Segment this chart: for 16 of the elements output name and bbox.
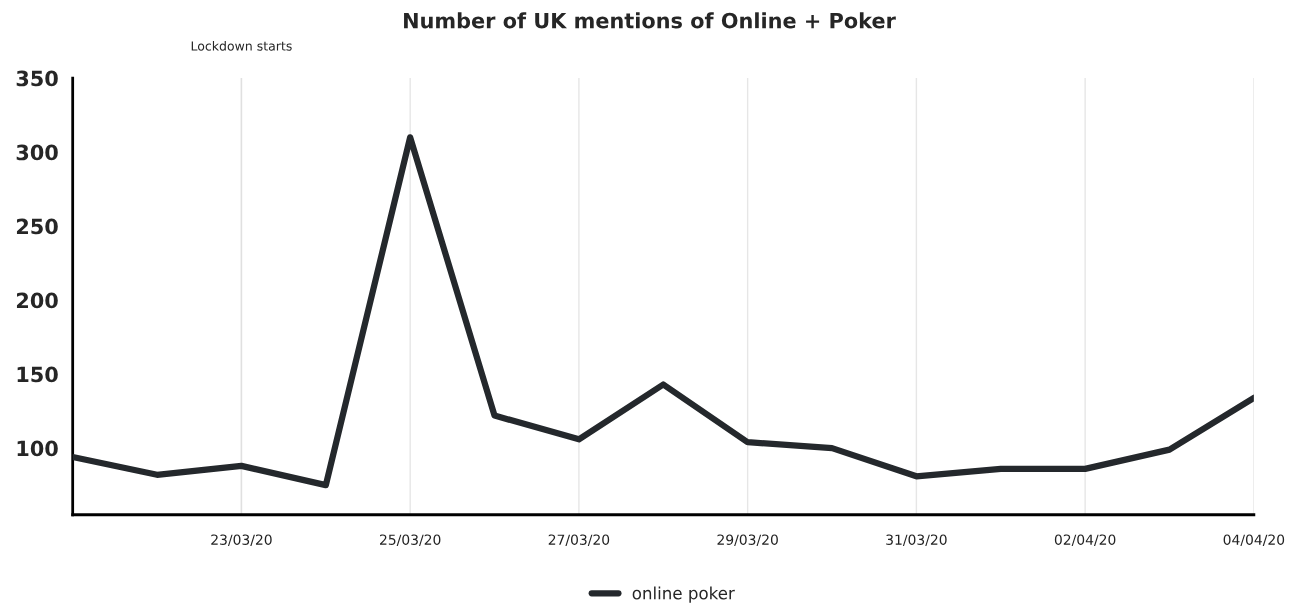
x-tick-label: 25/03/20 — [380, 534, 441, 547]
y-tick-label: 350 — [16, 70, 58, 87]
x-tick-label: 29/03/20 — [717, 534, 778, 547]
x-tick-label: 31/03/20 — [886, 534, 947, 547]
y-tick-label: 150 — [17, 366, 58, 383]
chart-title: Number of UK mentions of Online + Poker — [404, 12, 896, 29]
legend-label: online poker — [632, 586, 735, 603]
y-tick-label: 200 — [16, 292, 58, 309]
x-tick-label: 27/03/20 — [548, 534, 610, 547]
y-tick-label: 100 — [17, 440, 58, 457]
y-tick-label: 250 — [16, 218, 58, 235]
x-tick-label: 02/04/20 — [1054, 534, 1116, 547]
y-tick-label: 300 — [16, 144, 58, 161]
ref-line-label: Lockdown starts — [191, 41, 292, 51]
x-tick-label: 23/03/20 — [211, 534, 272, 547]
x-tick-label: 04/04/20 — [1223, 534, 1285, 547]
